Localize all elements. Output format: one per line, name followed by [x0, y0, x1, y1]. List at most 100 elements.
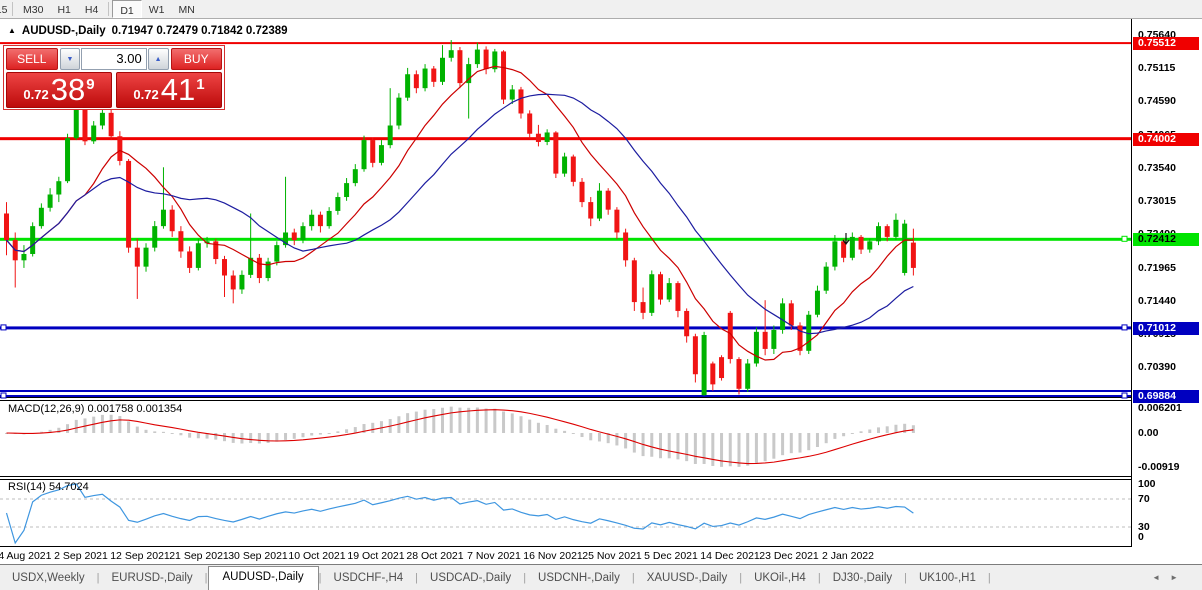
tab-separator: |	[817, 572, 821, 584]
date-label: 28 Oct 2021	[406, 550, 464, 562]
macd-histogram-bar	[135, 426, 139, 433]
macd-histogram-bar	[423, 409, 427, 433]
candle-body	[38, 207, 44, 227]
macd-histogram-bar	[284, 433, 288, 440]
chart-tab-usdx[interactable]: USDX,Weekly	[12, 572, 85, 584]
buy-price-display[interactable]: 0.72 41 1	[116, 72, 222, 108]
macd-histogram-bar	[153, 431, 157, 433]
chart-tab-usdcad-[interactable]: USDCAD-,Daily	[430, 572, 512, 584]
macd-histogram-bar	[196, 433, 200, 439]
candle-body	[814, 290, 820, 315]
level-handle[interactable]	[1121, 235, 1128, 242]
timeframe-button-d1[interactable]: D1	[112, 0, 142, 18]
timeframe-button-w1[interactable]: W1	[148, 4, 165, 16]
macd-histogram-bar	[563, 430, 567, 433]
tab-scroll-arrows[interactable]: ◄►	[1152, 573, 1188, 582]
level-handle[interactable]	[1121, 392, 1128, 399]
macd-histogram-bar	[100, 414, 104, 433]
macd-histogram-bar	[807, 433, 811, 451]
candle-body	[134, 247, 140, 267]
chart-tab-usdchf-[interactable]: USDCHF-,H4	[333, 572, 404, 584]
macd-histogram-bar	[868, 429, 872, 433]
candle-body	[562, 156, 568, 174]
macd-histogram-bar	[379, 421, 383, 433]
symbol-label: AUDUSD-,Daily	[21, 25, 106, 37]
macd-histogram-bar	[781, 433, 785, 456]
level-line[interactable]	[0, 137, 1131, 141]
candle-body	[736, 359, 742, 389]
candle-body	[876, 226, 881, 242]
macd-histogram-bar	[554, 428, 558, 433]
timeframe-button-mn[interactable]: MN	[178, 4, 195, 16]
macd-histogram-bar	[894, 424, 898, 433]
macd-histogram-bar	[475, 407, 479, 433]
price-tick-label: 0.73015	[1138, 195, 1176, 208]
level-line[interactable]	[0, 237, 1131, 241]
macd-histogram-bar	[39, 431, 43, 433]
date-label: 21 Sep 2021	[169, 550, 229, 562]
collapse-triangle-icon[interactable]: ▲	[8, 25, 16, 35]
candle-body	[753, 331, 759, 364]
level-handle[interactable]	[1121, 324, 1128, 331]
macd-histogram-bar	[257, 433, 261, 444]
date-label: 5 Dec 2021	[644, 550, 698, 562]
macd-histogram-bar	[650, 433, 654, 457]
macd-histogram-bar	[850, 433, 854, 434]
macd-histogram-bar	[310, 433, 314, 436]
lot-increase-button[interactable]: ▲	[147, 48, 169, 70]
macd-histogram-bar	[842, 433, 846, 437]
level-price-label: 0.69884	[1133, 390, 1199, 403]
macd-histogram-bar	[589, 433, 593, 441]
chart-tab-eurusd-[interactable]: EURUSD-,Daily	[111, 572, 193, 584]
down-arrow-object-icon[interactable]	[842, 233, 850, 245]
chart-tabs-bar: USDX,Weekly | EURUSD-,Daily | AUDUSD-,Daily |…	[0, 564, 1202, 590]
level-line[interactable]	[0, 42, 1131, 45]
sell-button[interactable]: SELL	[6, 48, 58, 70]
candle-body	[640, 302, 646, 313]
buy-button[interactable]: BUY	[170, 48, 223, 70]
candle-body	[596, 190, 602, 219]
macd-histogram-bar	[545, 424, 549, 433]
chart-tab-dj30-[interactable]: DJ30-,Daily	[832, 572, 893, 584]
macd-histogram-bar	[615, 433, 619, 446]
level-handle[interactable]	[0, 324, 7, 331]
price-tick-label: 0.74590	[1138, 95, 1176, 108]
tab-separator: |	[987, 572, 991, 584]
macd-histogram-bar	[728, 433, 732, 467]
macd-histogram-bar	[109, 414, 113, 433]
candle-body	[448, 50, 454, 58]
candle-body	[466, 64, 472, 84]
candle-body	[474, 49, 480, 65]
level-handle[interactable]	[0, 392, 7, 399]
chart-tab-ukoil-[interactable]: UKOil-,H4	[754, 572, 806, 584]
chart-tab-xauusd-[interactable]: XAUUSD-,Daily	[646, 572, 728, 584]
candle-body	[710, 363, 716, 385]
macd-histogram-bar	[859, 431, 863, 433]
timeframe-button-h4[interactable]: H4	[84, 4, 99, 16]
chart-tab-uk100-[interactable]: UK100-,H1	[918, 572, 976, 584]
timeframe-button-m30[interactable]: M30	[23, 4, 44, 16]
chart-tab-usdcnh-[interactable]: USDCNH-,Daily	[538, 572, 620, 584]
timeframe-button-m15[interactable]: M15	[0, 4, 8, 16]
candle-body	[832, 241, 838, 267]
macd-histogram-bar	[911, 425, 915, 433]
macd-histogram-bar	[763, 433, 767, 462]
trade-controls-row: SELL ▼ 3.00 ▲ BUY	[6, 48, 223, 70]
sell-price-display[interactable]: 0.72 38 9	[6, 72, 112, 108]
macd-histogram-bar	[441, 407, 444, 433]
timeframe-button-h1[interactable]: H1	[57, 4, 71, 16]
level-line[interactable]	[0, 395, 1131, 397]
level-line[interactable]	[0, 326, 1131, 330]
chart-tab-audusd-[interactable]: AUDUSD-,Daily	[207, 566, 319, 590]
lot-size-input[interactable]: 3.00	[81, 48, 147, 70]
macd-histogram-bar	[275, 433, 279, 442]
tab-separator: |	[96, 572, 100, 584]
level-line[interactable]	[0, 390, 1131, 392]
candle-body	[623, 232, 629, 261]
lot-decrease-button[interactable]: ▼	[59, 48, 81, 70]
macd-histogram-bar	[877, 427, 880, 433]
price-axis[interactable]: 0.756400.751150.745900.740650.735400.730…	[1132, 19, 1202, 564]
date-label: 23 Dec 2021	[759, 550, 819, 562]
